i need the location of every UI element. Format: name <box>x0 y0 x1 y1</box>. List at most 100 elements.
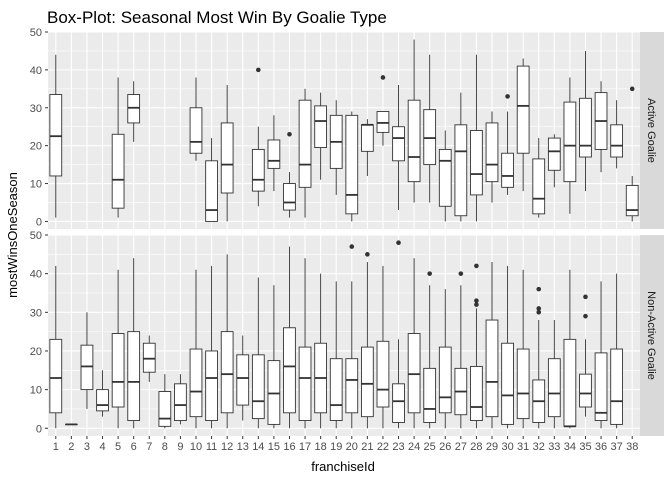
x-tick-label: 30 <box>501 441 513 453</box>
x-tick-label: 27 <box>455 441 467 453</box>
iqr-box <box>547 358 561 418</box>
iqr-box <box>189 348 203 418</box>
box-11 <box>205 138 218 222</box>
box-6 <box>127 258 141 429</box>
iqr-box <box>189 107 203 154</box>
iqr-box <box>127 331 141 421</box>
x-tick-label: 7 <box>146 441 152 453</box>
box-28 <box>470 54 483 222</box>
x-tick-label: 22 <box>377 441 389 453</box>
iqr-box <box>407 99 421 183</box>
box-8 <box>158 374 172 429</box>
x-tick-label: 19 <box>330 441 342 453</box>
iqr-box <box>610 348 624 425</box>
box-7 <box>142 335 156 382</box>
iqr-box <box>470 130 483 196</box>
iqr-box <box>610 124 624 158</box>
box-14 <box>251 67 265 207</box>
y-tick-label: 0 <box>36 216 42 228</box>
iqr-box <box>485 319 499 418</box>
x-tick-label: 35 <box>579 441 591 453</box>
box-37 <box>610 273 624 429</box>
facet-panels: 0 10 20 30 40 50 Active Goalie 0 10 20 30 40 50 Non-A… <box>30 27 664 436</box>
iqr-box <box>360 346 374 418</box>
iqr-box <box>501 152 514 188</box>
box-5 <box>111 77 125 218</box>
iqr-box <box>205 350 218 421</box>
iqr-box <box>96 389 109 412</box>
box-23 <box>392 85 405 211</box>
x-tick-label: 28 <box>470 441 482 453</box>
iqr-box <box>220 331 234 414</box>
box-29 <box>485 111 499 203</box>
x-tick-label: 17 <box>299 441 311 453</box>
box-22 <box>376 265 390 429</box>
y-tick-label: 10 <box>30 179 42 191</box>
iqr-box <box>267 360 281 425</box>
outlier-point <box>287 131 292 137</box>
iqr-box <box>49 338 63 414</box>
box-38 <box>625 86 639 222</box>
iqr-box <box>392 383 405 423</box>
box-16 <box>283 246 296 429</box>
x-tick-label: 4 <box>99 441 105 453</box>
box-24 <box>407 258 421 429</box>
box-9 <box>174 374 187 425</box>
outlier-point <box>474 298 479 304</box>
outlier-point <box>474 302 479 307</box>
iqr-box <box>625 184 639 217</box>
box-26 <box>438 289 452 429</box>
box-33 <box>547 134 561 188</box>
box-20 <box>345 111 359 222</box>
y-tick-label: 20 <box>30 346 42 358</box>
panel-background <box>48 32 640 229</box>
iqr-box <box>423 109 437 166</box>
y-axis-title: mostWinsOneSeason <box>5 172 20 298</box>
box-17 <box>298 88 312 218</box>
box-32 <box>532 138 546 218</box>
facet-strip <box>640 32 664 229</box>
box-12 <box>220 85 234 222</box>
outlier-point <box>505 94 510 99</box>
iqr-box <box>220 122 234 194</box>
iqr-box <box>298 99 312 188</box>
iqr-box <box>283 327 296 414</box>
iqr-box <box>594 352 608 421</box>
x-tick-label: 13 <box>237 441 249 453</box>
x-tick-label: 25 <box>424 441 436 453</box>
facet-strip <box>640 235 664 436</box>
outlier-point <box>458 271 464 276</box>
x-tick-label: 32 <box>533 441 545 453</box>
iqr-box <box>563 101 577 183</box>
iqr-box <box>407 333 421 414</box>
box-10 <box>189 77 203 161</box>
box-36 <box>594 281 608 429</box>
iqr-box <box>345 358 359 414</box>
iqr-box <box>298 346 312 421</box>
outlier-point <box>536 310 542 315</box>
facet-strip-label: Non-Active Goalie <box>645 291 657 380</box>
outlier-point <box>474 263 479 269</box>
iqr-box <box>329 358 343 421</box>
iqr-box <box>376 111 390 133</box>
iqr-box <box>516 348 530 420</box>
iqr-box <box>376 340 390 408</box>
iqr-box <box>174 383 187 421</box>
x-tick-label: 14 <box>252 441 264 453</box>
iqr-box <box>563 338 577 427</box>
x-tick-label: 12 <box>221 441 233 453</box>
outlier-point <box>427 271 432 276</box>
box-32 <box>532 286 546 429</box>
x-tick-label: 11 <box>206 441 217 453</box>
box-22 <box>376 75 390 146</box>
chart-title: Box-Plot: Seasonal Most Win By Goalie Ty… <box>47 8 387 27</box>
iqr-box <box>501 342 514 425</box>
box-37 <box>610 100 624 169</box>
iqr-box <box>470 365 483 421</box>
iqr-box <box>127 94 141 124</box>
x-tick-label: 5 <box>115 441 121 453</box>
iqr-box <box>392 126 405 162</box>
x-tick-label: 9 <box>177 441 183 453</box>
y-tick-label: 40 <box>30 65 42 77</box>
